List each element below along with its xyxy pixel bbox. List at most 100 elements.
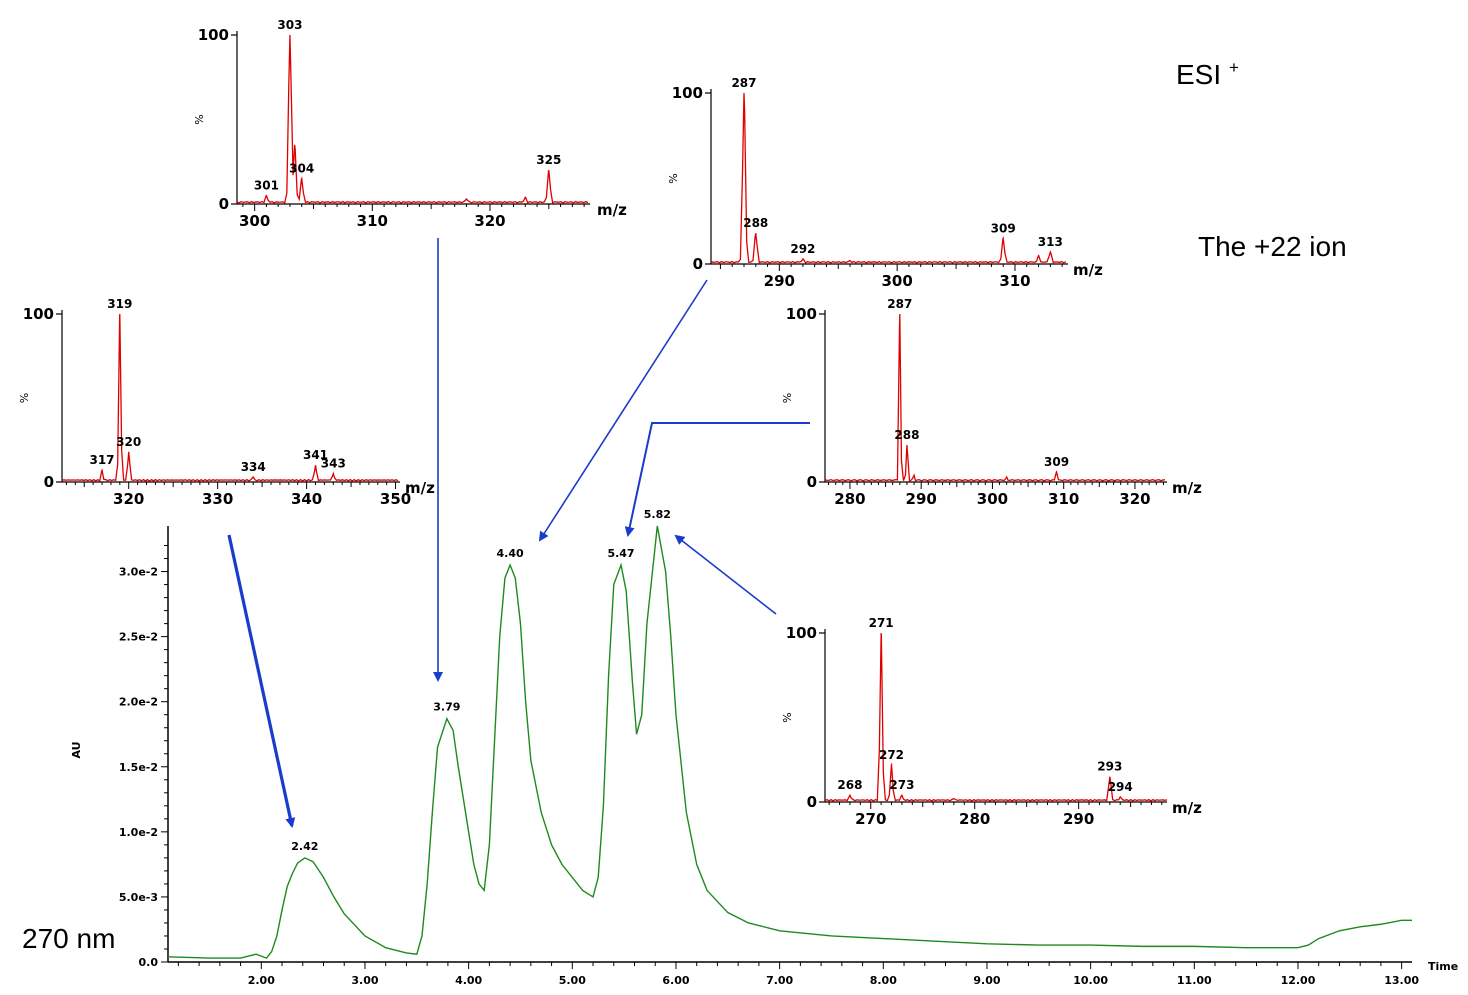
spectrum-y-tick-label: 0 — [44, 473, 54, 491]
spectrum-x-tick-label: 300 — [977, 490, 1008, 508]
chrom-x-tick-label: 6.00 — [662, 974, 689, 987]
mass-spectra-insets: 100 0% 300 310 320 m/z 301 303 304 325 100 0% 290 300… — [18, 18, 1202, 828]
spectrum-x-axis-label: m/z — [1172, 479, 1202, 497]
spectrum-x-tick-label: 320 — [474, 212, 505, 230]
chrom-x-tick-label: 9.00 — [973, 974, 1000, 987]
chrom-x-tick-label: 4.00 — [455, 974, 482, 987]
ion-annotation: The +22 ion — [1198, 231, 1347, 262]
spectrum-x-tick-label: 290 — [906, 490, 937, 508]
spectrum-peak-label: 287 — [887, 297, 912, 311]
spectrum-peak-label: 293 — [1097, 760, 1122, 774]
spectrum-peak-label: 303 — [277, 18, 302, 32]
chrom-x-tick-label: 3.00 — [351, 974, 378, 987]
spectrum-x-tick-label: 320 — [113, 490, 144, 508]
spectrum-peak-label: 313 — [1038, 235, 1063, 249]
chrom-y-tick-label: 0.0 — [139, 956, 159, 969]
spectrum-x-tick-label: 290 — [764, 272, 795, 290]
chrom-y-tick-label: 5.0e-3 — [119, 891, 158, 904]
spectrum-y-axis-label: % — [18, 393, 31, 403]
spectrum-peak-label: 292 — [790, 242, 815, 256]
spectrum-y-tick-label: 100 — [672, 84, 703, 102]
chrom-y-tick-label: 2.5e-2 — [119, 631, 158, 644]
spectrum-x-tick-label: 270 — [855, 810, 886, 828]
spectrum-peak-label: 268 — [837, 778, 862, 792]
mass-spectrum-2: 100 0% 290 300 310 m/z 287 288 292 309 313 — [667, 76, 1103, 290]
spectrum-y-tick-label: 0 — [807, 473, 817, 491]
spectrum-peak-label: 294 — [1108, 780, 1133, 794]
spectrum-x-tick-label: 280 — [959, 810, 990, 828]
spectrum-peak-label: 288 — [743, 216, 768, 230]
arrow-to-5-47 — [624, 422, 810, 537]
spectrum-x-tick-label: 310 — [1048, 490, 1079, 508]
spectrum-x-tick-label: 330 — [202, 490, 233, 508]
spectrum-peak-label: 288 — [894, 428, 919, 442]
arrow-to-2-42 — [227, 534, 296, 828]
chrom-peak-label: 2.42 — [291, 840, 318, 853]
spectrum-peak-label: 304 — [289, 162, 314, 176]
spectrum-peak-label: 341 — [303, 448, 328, 462]
arrow-to-5-82 — [674, 534, 777, 615]
spectrum-peak-label: 325 — [536, 153, 561, 167]
mass-spectrum-5: 100 0% 270 280 290 m/z 268 271 272 273 293 294 — [781, 616, 1202, 828]
spectrum-x-tick-label: 290 — [1063, 810, 1094, 828]
spectrum-x-tick-label: 350 — [380, 490, 411, 508]
spectrum-x-axis-label: m/z — [1172, 799, 1202, 817]
spectrum-peak-label: 309 — [1044, 455, 1069, 469]
spectrum-y-axis-label: % — [781, 712, 794, 722]
spectrum-peak-label: 301 — [254, 179, 279, 193]
spectrum-x-axis-label: m/z — [597, 201, 627, 219]
spectrum-peak-label: 309 — [991, 221, 1016, 235]
spectrum-y-axis-label: % — [193, 114, 206, 124]
spectrum-y-axis-label: % — [667, 173, 680, 183]
arrow-to-4-40 — [538, 279, 708, 542]
spectrum-y-tick-label: 0 — [807, 793, 817, 811]
chrom-x-tick-label: 13.00 — [1384, 974, 1419, 987]
spectrum-peak-label: 271 — [869, 616, 894, 630]
chrom-peak-label: 3.79 — [433, 701, 460, 714]
spectrum-trace — [61, 313, 399, 483]
spectrum-peak-label: 273 — [889, 778, 914, 792]
chrom-y-axis-label: AU — [70, 741, 83, 758]
mass-spectrum-1: 100 0% 300 310 320 m/z 301 303 304 325 — [193, 18, 627, 230]
spectrum-y-tick-label: 0 — [693, 255, 703, 273]
spectrum-trace — [710, 92, 1067, 264]
spectrum-x-tick-label: 300 — [239, 212, 270, 230]
spectrum-trace — [824, 632, 1168, 802]
spectrum-peak-label: 317 — [89, 453, 114, 467]
spectrum-y-tick-label: 0 — [219, 195, 229, 213]
spectrum-peak-label: 287 — [731, 76, 756, 90]
chrom-x-tick-label: 7.00 — [766, 974, 793, 987]
peak-arrows — [227, 238, 810, 828]
chrom-x-tick-label: 10.00 — [1073, 974, 1108, 987]
spectrum-x-tick-label: 300 — [882, 272, 913, 290]
spectrum-y-axis-label: % — [781, 393, 794, 403]
spectrum-x-axis-label: m/z — [405, 479, 435, 497]
spectrum-peak-label: 320 — [116, 435, 141, 449]
spectrum-peak-label: 319 — [107, 297, 132, 311]
chrom-y-tick-label: 2.0e-2 — [119, 696, 158, 709]
chromatogram-plot: 2.00 3.00 4.00 5.00 6.00 7.00 8.00 9.00 10.00 11.… — [70, 508, 1458, 987]
spectrum-y-tick-label: 100 — [198, 26, 229, 44]
wavelength-label: 270 nm — [22, 923, 115, 954]
chrom-peak-label: 5.47 — [607, 547, 634, 560]
mass-spectrum-4: 100 0% 280 290 300 310 320 m/z 287 288 309 — [781, 297, 1202, 508]
chromatogram-trace — [167, 525, 1412, 959]
spectrum-x-tick-label: 340 — [291, 490, 322, 508]
chrom-x-tick-label: 2.00 — [248, 974, 275, 987]
chrom-x-axis-label: Time — [1428, 960, 1458, 973]
chrom-peak-label: 4.40 — [497, 547, 524, 560]
chrom-peak-label: 5.82 — [644, 508, 671, 521]
chrom-x-tick-label: 8.00 — [870, 974, 897, 987]
spectrum-x-tick-label: 280 — [834, 490, 865, 508]
spectrum-y-tick-label: 100 — [786, 305, 817, 323]
chrom-x-tick-label: 12.00 — [1281, 974, 1316, 987]
spectrum-trace — [236, 34, 589, 204]
spectrum-x-tick-label: 320 — [1119, 490, 1150, 508]
spectrum-y-tick-label: 100 — [23, 305, 54, 323]
spectrum-peak-label: 334 — [241, 460, 266, 474]
chrom-x-tick-label: 11.00 — [1177, 974, 1212, 987]
esi-label: ESI — [1176, 59, 1221, 90]
chrom-y-tick-label: 1.5e-2 — [119, 761, 158, 774]
